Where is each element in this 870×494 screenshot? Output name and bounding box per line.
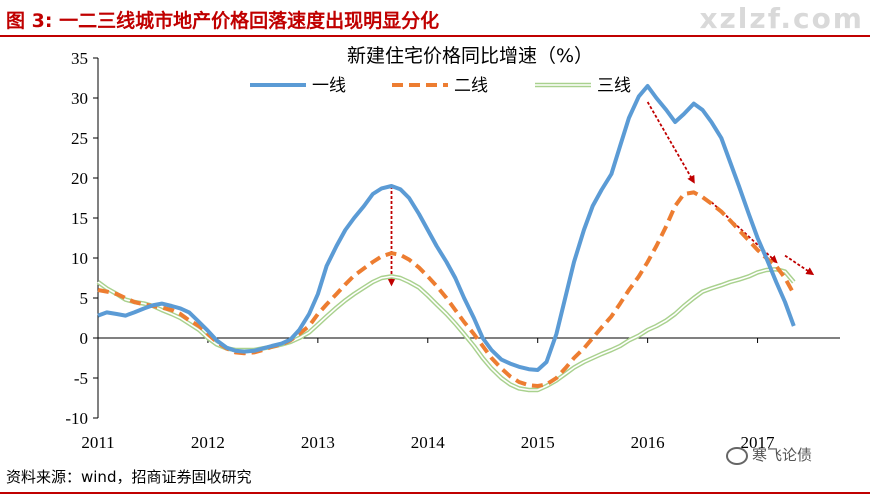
legend-item-2: 二线	[392, 76, 488, 96]
chart-title: 新建住宅价格同比增速（%）	[347, 45, 593, 67]
chart-legend: 一线 二线 三线	[250, 76, 631, 96]
header-rule	[0, 35, 870, 37]
y-tick-label: 20	[71, 169, 88, 188]
series-2	[97, 190, 796, 388]
legend-item-3: 三线	[535, 76, 631, 96]
chart-axes: -10 -5 0 5 10 15 20 25 30 35 2011 2012 2013 2014 2015 2…	[65, 49, 840, 452]
x-tick-label: 2014	[411, 433, 446, 452]
x-tick-label: 2011	[81, 433, 114, 452]
x-tick-label: 2015	[521, 433, 555, 452]
y-tick-label: -10	[65, 409, 88, 428]
series-line	[96, 266, 796, 393]
brand-text: 寒飞论债	[752, 446, 813, 464]
legend-label: 三线	[597, 76, 631, 96]
series-line-inner	[97, 268, 795, 391]
line-chart: -10 -5 0 5 10 15 20 25 30 35 2011 2012 2013 2014 2015 2…	[65, 45, 840, 452]
legend-label: 二线	[454, 76, 488, 96]
figure-header: 图 3: 一二三线城市地产价格回落速度出现明显分化 xzlzf.com	[0, 0, 870, 37]
annotation-arrow	[646, 101, 695, 184]
chart-series	[96, 84, 796, 393]
y-tick-label: -5	[74, 369, 88, 388]
y-tick-label: 30	[71, 89, 88, 108]
series-3	[96, 266, 796, 393]
y-tick-label: 0	[80, 329, 89, 348]
watermark: xzlzf.com	[699, 2, 864, 35]
y-tick-label: 15	[71, 209, 88, 228]
series-line	[97, 84, 796, 372]
legend-label: 一线	[312, 76, 346, 96]
brand-badge: 寒飞论债	[726, 444, 812, 465]
x-tick-label: 2013	[301, 433, 335, 452]
wechat-icon	[726, 446, 748, 465]
annotation-arrow	[784, 254, 815, 276]
source-note: 资料来源：wind，招商证券固收研究	[6, 468, 252, 486]
figure-title: 图 3: 一二三线城市地产价格回落速度出现明显分化	[6, 6, 439, 33]
footer-rule	[0, 492, 870, 494]
x-tick-label: 2017	[741, 433, 776, 452]
y-tick-label: 10	[71, 249, 88, 268]
y-tick-label: 5	[80, 289, 89, 308]
chart-annotations	[387, 101, 815, 287]
legend-item-1: 一线	[250, 76, 346, 96]
y-tick-label: 25	[71, 129, 88, 148]
y-tick-label: 35	[71, 49, 88, 68]
x-tick-label: 2016	[631, 433, 665, 452]
series-line	[97, 190, 796, 388]
figure-title-text: 一二三线城市地产价格回落速度出现明显分化	[59, 10, 440, 32]
figure-label: 图 3:	[6, 10, 53, 32]
series-1	[97, 84, 796, 372]
x-tick-label: 2012	[191, 433, 225, 452]
